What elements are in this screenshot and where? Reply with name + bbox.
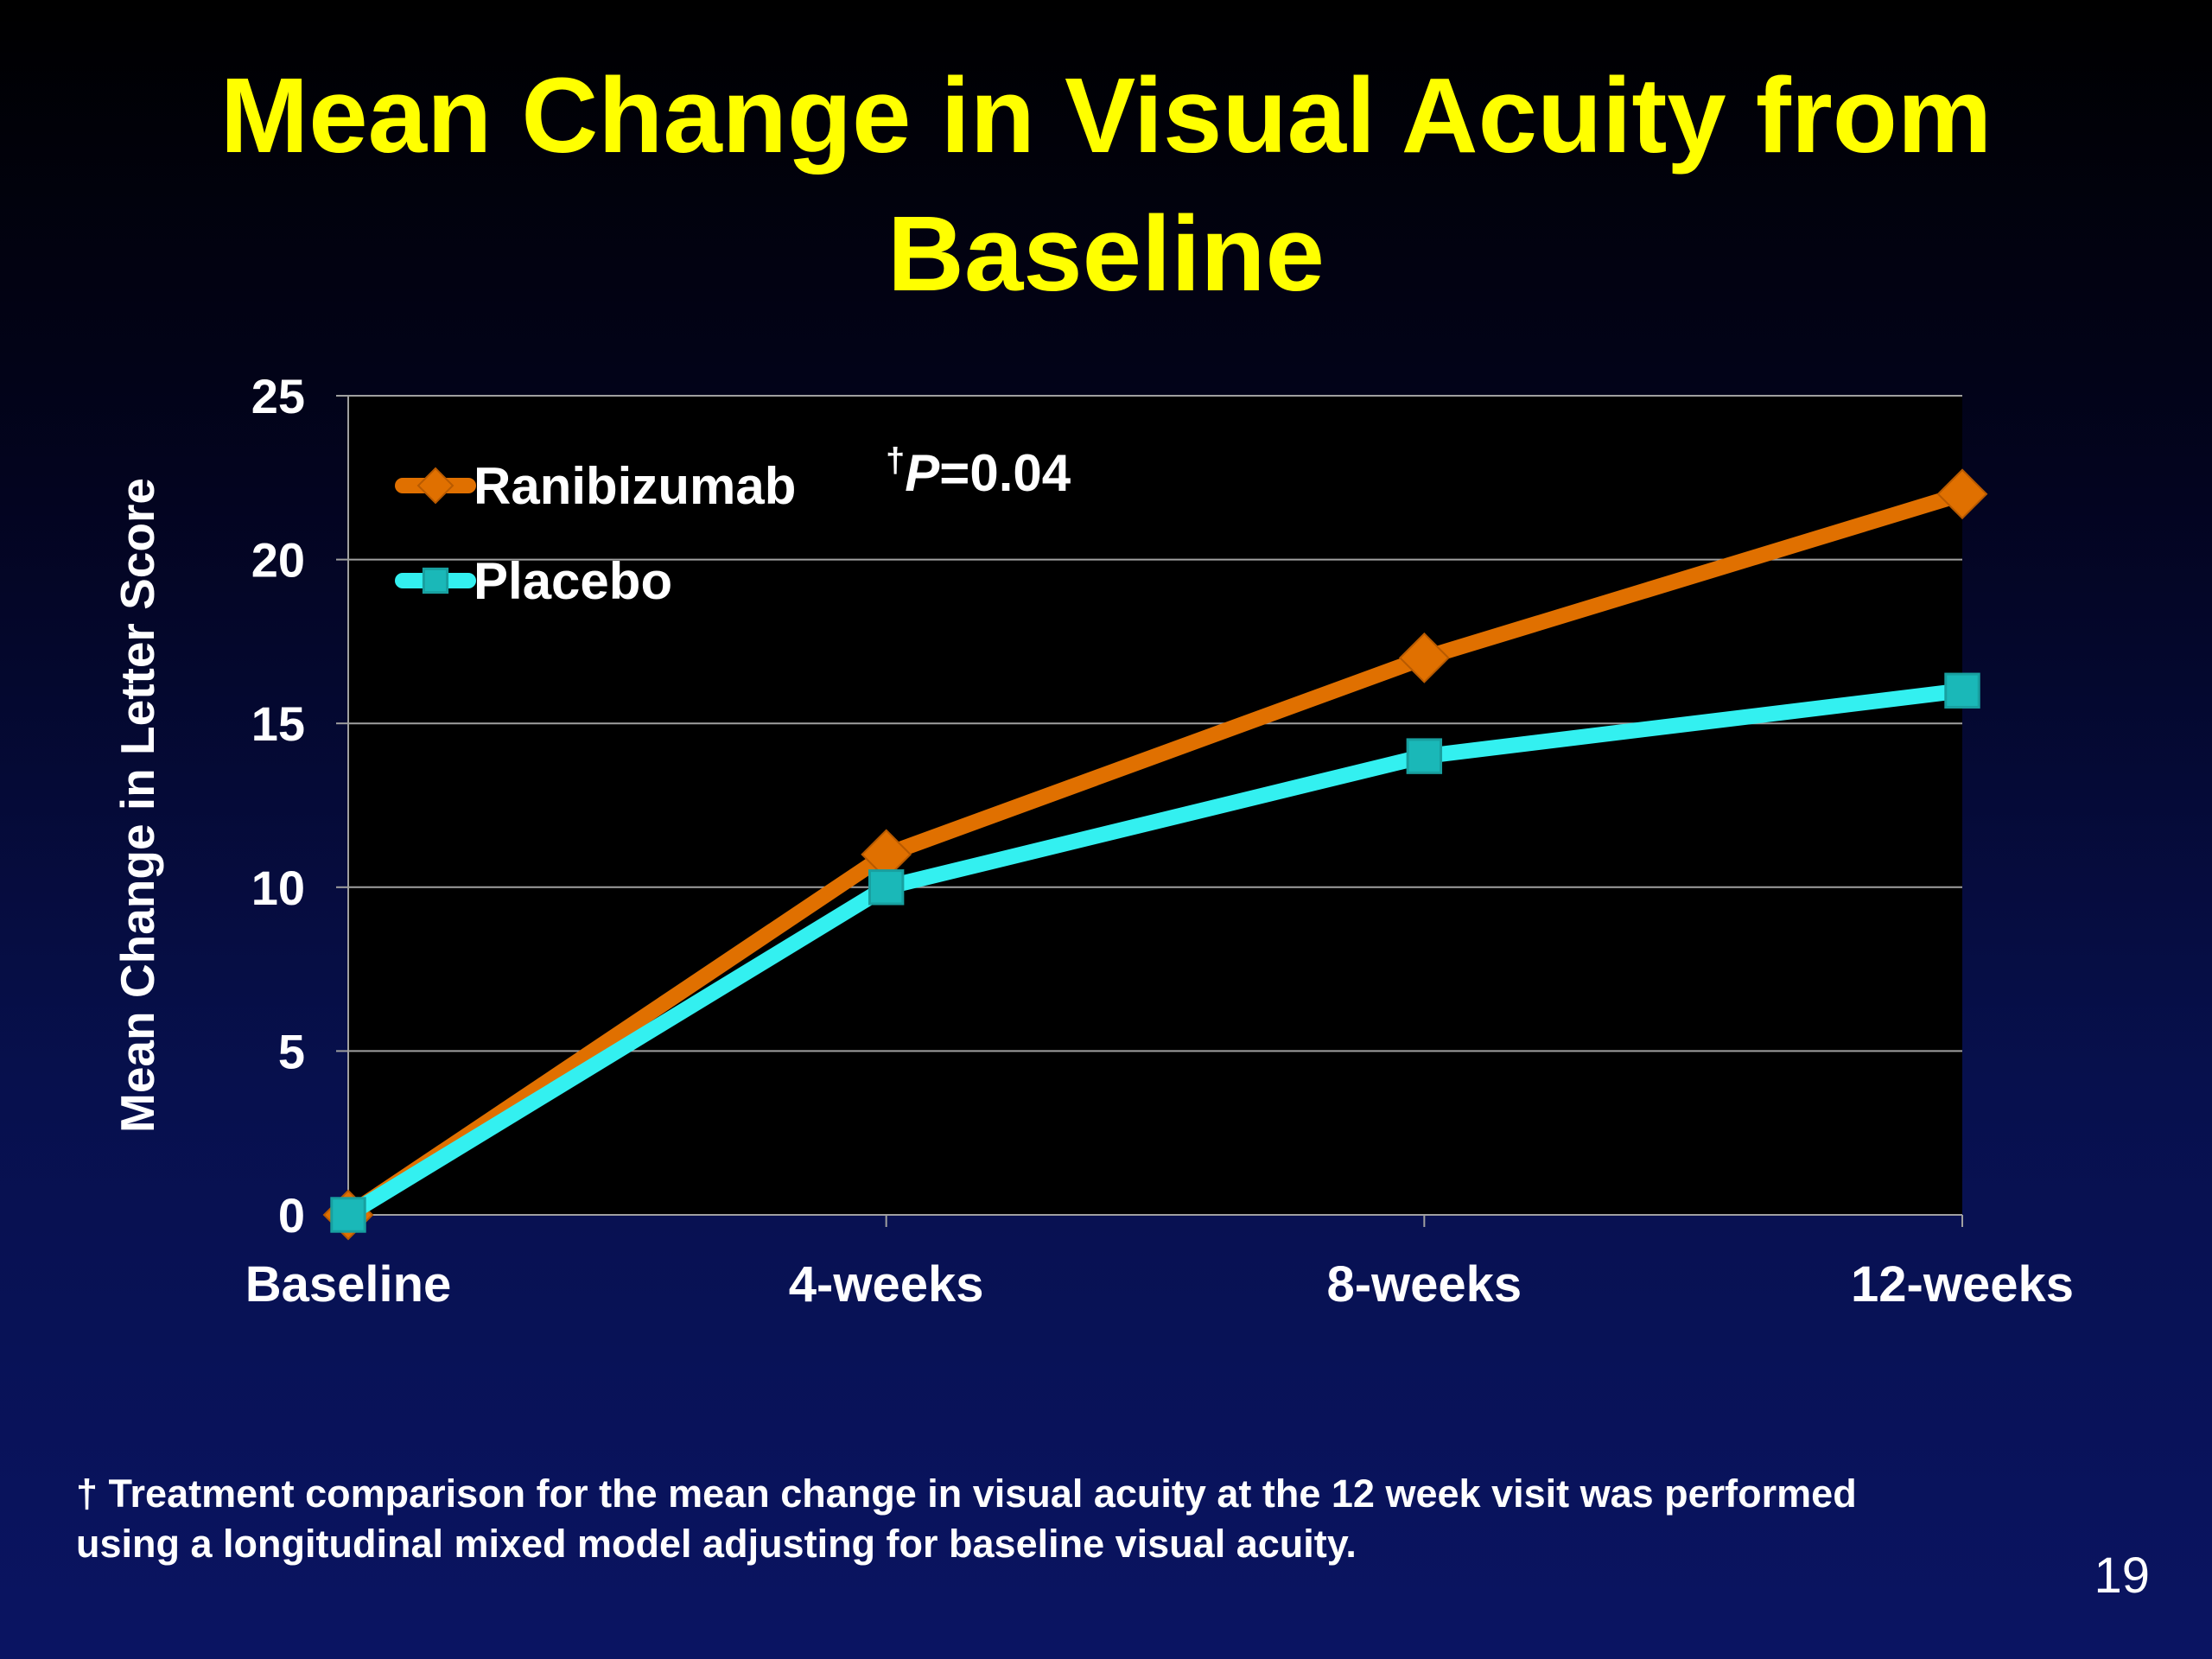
x-tick-label: 8-weeks [1326,1256,1522,1313]
y-tick-label: 25 [251,369,305,423]
p-value-letter: P [905,444,940,502]
series-line [340,683,1970,1223]
plot-area [348,396,1962,1215]
legend-item: Placebo [395,552,672,610]
footnote-line-1: † Treatment comparison for the mean chan… [76,1471,1857,1516]
y-tick-label: 0 [278,1188,305,1243]
series-placebo [330,672,1980,1233]
legend: Ranibizumab Placebo [395,457,796,610]
y-tick-label: 20 [251,533,305,588]
legend-label: Ranibizumab [474,457,796,515]
y-tick-label: 15 [251,696,305,751]
footnote-line-2: using a longitudinal mixed model adjusti… [76,1522,1357,1566]
footnote: † Treatment comparison for the mean chan… [76,1469,2150,1569]
x-tick-labels: Baseline 4-weeks 8-weeks 12-weeks [245,1256,2074,1313]
y-tick-label: 5 [278,1024,305,1078]
data-point-diamond [1936,468,1988,520]
y-tick-label: 10 [251,861,305,915]
x-tick-label: 4-weeks [789,1256,984,1313]
data-point-square [868,869,905,906]
p-value-annotation: †P=0.04 [886,442,1071,502]
data-point-square [422,567,449,594]
data-point-square [1944,672,1980,709]
y-tick-labels: 0 5 10 15 20 25 [251,369,305,1243]
legend-item: Ranibizumab [395,457,796,515]
series-line [340,486,1970,1223]
p-value-number: =0.04 [939,444,1071,502]
data-point-diamond [416,467,454,505]
data-point-square [330,1197,366,1233]
line-chart: 0 5 10 15 20 25 Baseline 4-weeks 8-weeks 12-week… [111,369,2074,1313]
data-point-square [1406,738,1443,774]
y-axis-label: Mean Change in Letter Score [111,478,164,1133]
legend-label: Placebo [474,552,672,610]
data-point-diamond [1398,632,1450,683]
slide-title: Mean Change in Visual Acuity from Baseli… [0,48,2212,324]
slide-title-line-2: Baseline [887,195,1325,314]
page-number: 19 [2094,1548,2150,1604]
p-value-dagger: † [886,442,905,480]
x-tick-label: 12-weeks [1851,1256,2074,1313]
slide-title-line-1: Mean Change in Visual Acuity from [219,57,1993,175]
series-layer [322,468,1988,1241]
x-tick-label: Baseline [245,1256,452,1313]
